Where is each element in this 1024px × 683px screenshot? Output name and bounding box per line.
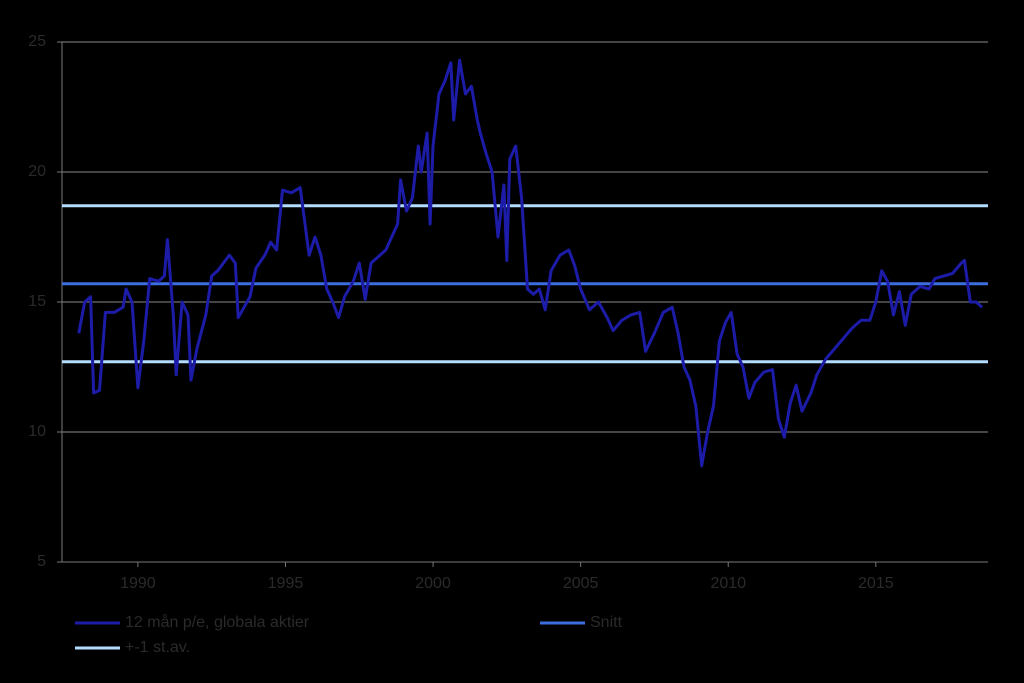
x-tick-label: 2010 (710, 575, 746, 592)
legend-label: 12 mån p/e, globala aktier (125, 613, 310, 631)
legend-label: Snitt (590, 614, 623, 631)
data-line (77, 58, 984, 468)
x-tick-label: 2005 (563, 575, 599, 592)
x-tick-label: 2015 (858, 575, 894, 592)
y-tick-label: 5 (37, 553, 46, 570)
x-tick-label: 2000 (415, 575, 451, 592)
y-tick-label: 10 (28, 423, 46, 440)
y-tick-label: 15 (28, 293, 46, 310)
x-tick-label: 1995 (268, 575, 304, 592)
y-tick-label: 20 (28, 163, 46, 180)
x-tick-label: 1990 (120, 575, 156, 592)
y-tick-label: 25 (28, 33, 46, 50)
legend-label: +-1 st.av. (125, 639, 190, 656)
